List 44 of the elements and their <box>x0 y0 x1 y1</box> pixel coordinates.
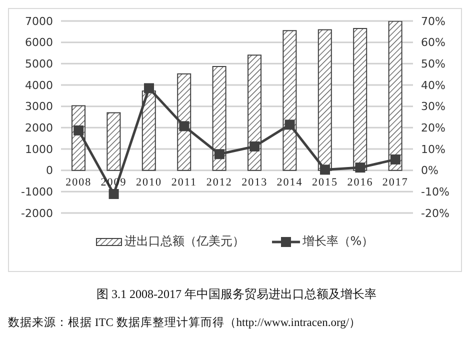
y2-tick-label: 40% <box>421 78 446 92</box>
y-tick-label: 3000 <box>25 100 53 114</box>
x-tick-label: 2010 <box>136 176 162 188</box>
point <box>355 162 366 173</box>
x-tick-label: 2011 <box>171 176 197 188</box>
point <box>214 149 224 160</box>
x-tick-label: 2017 <box>382 176 408 188</box>
point <box>320 164 330 175</box>
x-tick-label: 2016 <box>347 176 374 188</box>
bar <box>106 112 121 171</box>
y2-tick-label: 60% <box>421 36 446 50</box>
y2-tick-label: 20% <box>421 122 446 135</box>
legend-label: 增长率（%） <box>302 233 374 250</box>
point <box>74 125 84 136</box>
y2-tick-label: 30% <box>421 100 446 114</box>
y-tick-label: 4000 <box>25 78 53 92</box>
y2-tick-label: 50% <box>421 58 446 71</box>
y-tick-label: 2000 <box>25 122 53 135</box>
y-tick-label: -1000 <box>21 186 53 199</box>
y2-tick-label: -10% <box>421 186 450 199</box>
y-tick-label: 5000 <box>25 58 53 71</box>
y-tick-label: -2000 <box>21 206 53 220</box>
x-tick-label: 2008 <box>66 176 92 188</box>
point <box>390 154 400 164</box>
text: 图 3.1 2008-2017 年中国服务贸易进出口总额及增长率 <box>96 286 378 303</box>
point <box>108 189 119 200</box>
point <box>250 141 260 152</box>
source-note: 数据来源：根据 ITC 数据库整理计算而得（http://www.intracen.org/） <box>8 315 362 330</box>
legend-label: 进出口总额（亿美元） <box>124 233 244 250</box>
x-tick-label: 2013 <box>242 176 268 188</box>
x-tick-label: 2012 <box>206 176 232 188</box>
x-tick-label: 2015 <box>312 176 338 188</box>
y-tick-label: 7000 <box>25 14 53 28</box>
point <box>284 120 295 130</box>
y-tick-label: 6000 <box>25 36 53 50</box>
y-tick-label: 0 <box>46 164 53 178</box>
y2-tick-label: 10% <box>421 142 446 156</box>
y2-tick-label: -20% <box>421 206 450 220</box>
x-tick-label: 2014 <box>276 176 303 188</box>
point <box>144 83 154 94</box>
y-tick-label: 1000 <box>25 142 53 156</box>
y2-tick-label: 70% <box>421 14 446 28</box>
y2-tick-label: 0% <box>421 164 438 178</box>
point <box>179 121 190 132</box>
